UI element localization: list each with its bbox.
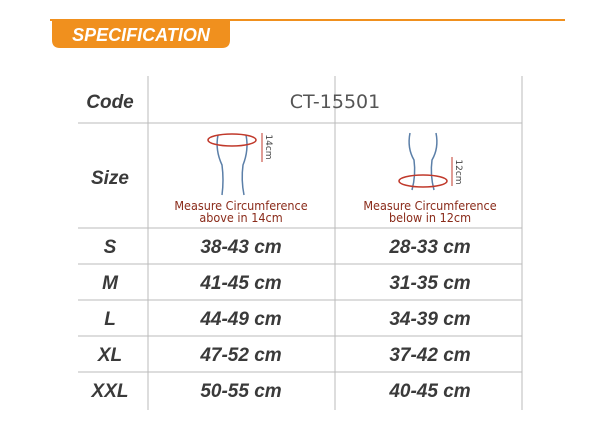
product-code: CT-15501 <box>290 91 380 113</box>
knee-diagram <box>207 132 453 196</box>
caption: Measure Circumference <box>363 198 496 213</box>
size-value: 50-55 cm <box>200 381 281 402</box>
size-value: 28-33 cm <box>388 237 470 258</box>
size-value: 41-45 cm <box>199 273 281 294</box>
size-value: 34-39 cm <box>389 309 470 330</box>
size-value: 37-42 cm <box>389 345 470 366</box>
row-label: Code <box>86 92 134 113</box>
measure-label: 14cm <box>263 134 273 159</box>
size-value: 40-45 cm <box>388 381 470 402</box>
header-title: SPECIFICATION <box>72 25 211 45</box>
size-value: 44-49 cm <box>199 309 281 330</box>
size-name: XXL <box>91 381 129 402</box>
size-value: 38-43 cm <box>200 237 281 258</box>
row-label: Size <box>91 168 129 189</box>
caption: below in 12cm <box>389 210 471 225</box>
size-name: L <box>104 309 116 330</box>
caption: Measure Circumference <box>174 198 307 213</box>
size-name: S <box>104 237 117 258</box>
size-name: M <box>102 273 119 294</box>
measure-label: 12cm <box>453 159 463 184</box>
size-value: 47-52 cm <box>199 345 281 366</box>
size-name: XL <box>97 345 122 366</box>
header-tab <box>52 20 230 48</box>
caption: above in 14cm <box>199 210 282 225</box>
size-value: 31-35 cm <box>389 273 470 294</box>
